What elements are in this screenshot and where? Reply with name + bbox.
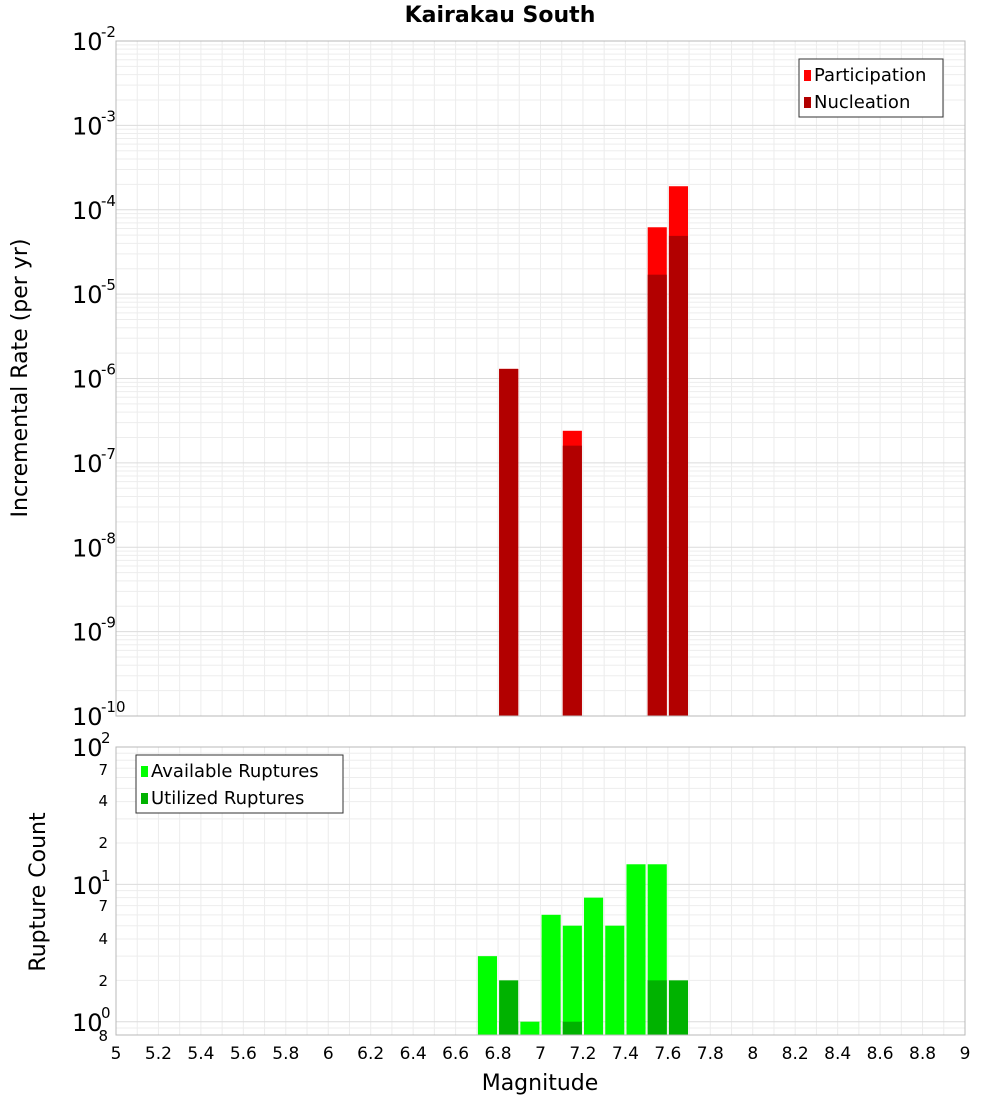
y-tick-exponent: -8 [101, 529, 116, 547]
rate-panel: 10-210-310-410-510-610-710-810-910-10 In… [8, 23, 966, 731]
rate-bars [499, 186, 689, 716]
y-tick-minor: 2 [98, 834, 108, 852]
x-tick-label: 6 [323, 1044, 334, 1064]
y-tick-base: 10 [72, 619, 103, 647]
bar-1-0 [499, 980, 519, 1035]
x-tick-label: 5.6 [230, 1044, 257, 1064]
y-tick-base: 10 [72, 28, 103, 56]
x-tick-label: 8.8 [909, 1044, 936, 1064]
legend-swatch [804, 70, 811, 81]
y-tick-exponent: 2 [101, 729, 111, 747]
y-tick-exponent: -4 [101, 192, 116, 210]
legend-swatch [141, 766, 148, 777]
y-tick-exponent: -7 [101, 445, 116, 463]
x-tick-label: 5.4 [187, 1044, 214, 1064]
x-tick-labels: 5 5.2 5.4 5.6 5.8 6 6.2 6.4 6.6 6.8 7 7.2 7.4 7.6 7.8 8… [111, 1044, 971, 1064]
y-tick-exponent: 0 [101, 1004, 111, 1022]
bar-0-6 [605, 925, 625, 1035]
x-tick-label: 6.4 [400, 1044, 427, 1064]
legend-label: Available Ruptures [151, 761, 319, 782]
y-tick-exponent: -2 [101, 23, 116, 41]
x-tick-label: 9 [960, 1044, 971, 1064]
bar-1-1 [562, 1021, 582, 1035]
rate-y-ticks: 10-210-310-410-510-610-710-810-910-10 [72, 23, 126, 731]
legend-label: Participation [814, 65, 926, 86]
x-tick-label: 5 [111, 1044, 122, 1064]
y-tick-minor: 4 [98, 792, 108, 810]
y-tick-base: 10 [72, 872, 103, 900]
y-tick-minor: 7 [98, 897, 108, 915]
x-tick-label: 7.6 [654, 1044, 681, 1064]
y-tick-base: 10 [72, 366, 103, 394]
y-tick-exponent: -5 [101, 276, 116, 294]
x-tick-label: 5.2 [145, 1044, 172, 1064]
count-bars [477, 864, 689, 1035]
bar-1-2 [647, 980, 667, 1035]
y-tick-exponent: -10 [101, 698, 126, 716]
y-tick-base: 10 [72, 703, 103, 731]
count-legend: Available Ruptures Utilized Ruptures [135, 754, 344, 814]
bar-0-4 [562, 925, 582, 1035]
y-tick-base: 10 [72, 534, 103, 562]
legend-label: Nucleation [814, 92, 910, 113]
x-tick-label: 7 [535, 1044, 546, 1064]
y-tick-exponent: -9 [101, 614, 116, 632]
x-tick-label: 7.2 [569, 1044, 596, 1064]
bar-0-5 [584, 897, 604, 1035]
bar-1-0 [499, 368, 519, 716]
rate-legend: Participation Nucleation [798, 58, 944, 118]
legend-swatch [141, 793, 148, 804]
count-plot-frame [115, 746, 966, 1036]
x-tick-label: 8.2 [782, 1044, 809, 1064]
x-tick-label: 8.6 [867, 1044, 894, 1064]
x-tick-label: 7.8 [697, 1044, 724, 1064]
bar-0-3 [541, 914, 561, 1035]
count-y-axis-label: Rupture Count [26, 812, 51, 972]
x-tick-label: 8 [747, 1044, 758, 1064]
rate-y-axis-label: Incremental Rate (per yr) [8, 239, 33, 518]
chart-title: Kairakau South [405, 3, 596, 28]
bar-0-2 [520, 1021, 540, 1035]
rate-grid [115, 40, 966, 717]
x-tick-label: 6.8 [485, 1044, 512, 1064]
y-tick-minor: 7 [98, 761, 108, 779]
y-tick-exponent: 1 [101, 867, 111, 885]
legend-label: Utilized Ruptures [151, 788, 304, 809]
y-tick-base: 10 [72, 281, 103, 309]
legend-swatch [804, 97, 811, 108]
bar-0-7 [626, 864, 646, 1035]
y-tick-base: 10 [72, 197, 103, 225]
bar-1-3 [668, 980, 689, 1035]
y-tick-base: 10 [72, 112, 103, 140]
x-tick-label: 6.6 [442, 1044, 469, 1064]
x-axis-label: Magnitude [482, 1071, 599, 1096]
bar-0-0 [477, 956, 497, 1035]
bar-1-1 [562, 445, 582, 716]
bar-1-3 [668, 235, 689, 716]
x-tick-label: 5.8 [272, 1044, 299, 1064]
x-tick-label: 8.4 [824, 1044, 851, 1064]
x-tick-label: 7.4 [612, 1044, 639, 1064]
y-tick-base: 10 [72, 1009, 103, 1037]
y-tick-base: 10 [72, 450, 103, 478]
x-tick-label: 6.2 [357, 1044, 384, 1064]
legend-box [135, 754, 344, 814]
y-tick-exponent: -6 [101, 361, 116, 379]
y-tick-base: 10 [72, 734, 103, 762]
legend-box [798, 58, 944, 118]
bar-1-2 [647, 274, 667, 716]
y-tick-minor: 2 [98, 972, 108, 990]
y-tick-minor: 4 [98, 930, 108, 948]
rate-plot-frame [115, 40, 966, 717]
y-tick-exponent: -3 [101, 107, 116, 125]
y-tick-minor: 8 [98, 1027, 108, 1045]
